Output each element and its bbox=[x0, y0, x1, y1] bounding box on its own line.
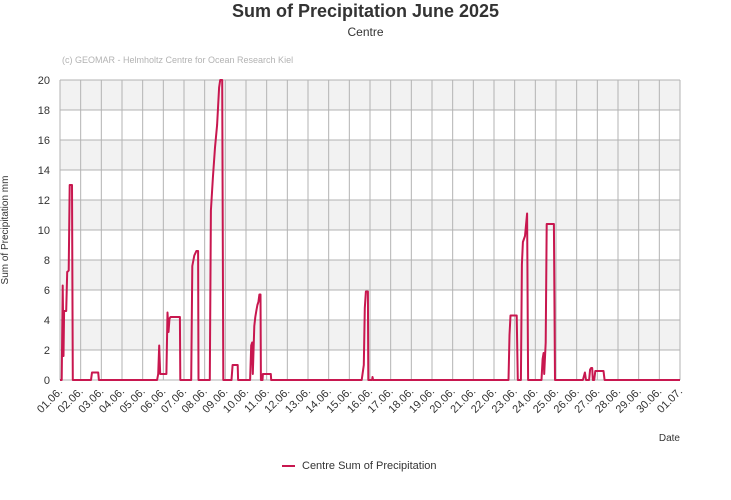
y-tick-label: 10 bbox=[38, 225, 50, 237]
y-tick-label: 20 bbox=[38, 75, 50, 87]
precipitation-chart: (c) GEOMAR - Helmholtz Centre for Ocean … bbox=[0, 0, 731, 500]
y-tick-label: 8 bbox=[44, 255, 50, 267]
copyright-note: (c) GEOMAR - Helmholtz Centre for Ocean … bbox=[62, 55, 293, 65]
y-axis-ticks: 0 2 4 6 8 10 12 14 16 18 20 bbox=[38, 75, 50, 387]
y-tick-label: 2 bbox=[44, 345, 50, 357]
y-tick-label: 4 bbox=[44, 315, 50, 327]
legend[interactable]: Centre Sum of Precipitation bbox=[282, 460, 437, 472]
x-axis-title: Date bbox=[659, 433, 681, 444]
y-tick-label: 14 bbox=[38, 165, 50, 177]
y-axis-title: Sum of Precipitation mm bbox=[0, 176, 11, 285]
y-tick-label: 6 bbox=[44, 285, 50, 297]
y-tick-label: 18 bbox=[38, 105, 50, 117]
y-tick-label: 16 bbox=[38, 135, 50, 147]
x-axis-ticks: 01.06.02.06.03.06.04.06.05.06.06.06.07.0… bbox=[35, 386, 685, 416]
y-tick-label: 0 bbox=[44, 375, 50, 387]
legend-label[interactable]: Centre Sum of Precipitation bbox=[302, 460, 437, 472]
y-tick-label: 12 bbox=[38, 195, 50, 207]
